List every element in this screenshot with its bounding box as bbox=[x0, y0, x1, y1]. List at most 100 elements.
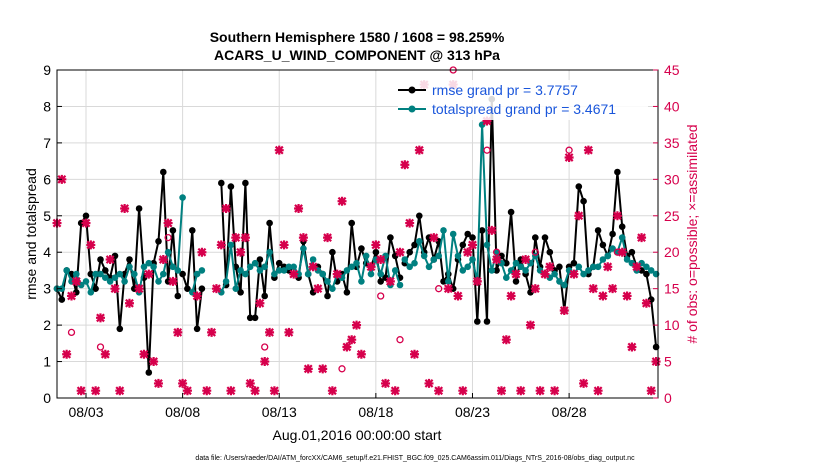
rmse-point bbox=[58, 296, 66, 303]
obs-assimilated-marker bbox=[516, 386, 526, 396]
obs-assimilated-marker bbox=[313, 284, 323, 294]
rmse-point bbox=[82, 212, 90, 220]
legend-box bbox=[398, 80, 648, 120]
y-right-tick-label: 45 bbox=[664, 62, 680, 78]
spread-point bbox=[517, 263, 525, 271]
obs-assimilated-marker bbox=[381, 378, 391, 388]
obs-assimilated-marker bbox=[308, 262, 318, 272]
spread-point bbox=[430, 256, 438, 263]
rmse-point bbox=[507, 208, 515, 216]
spread-point bbox=[401, 256, 409, 263]
obs-assimilated-marker bbox=[525, 320, 535, 330]
y-left-tick-label: 3 bbox=[43, 281, 51, 297]
spread-point bbox=[164, 248, 172, 256]
spread-point bbox=[435, 252, 443, 260]
rmse-point bbox=[169, 227, 177, 234]
rmse-point bbox=[643, 270, 650, 278]
rmse-point bbox=[512, 278, 520, 285]
spread-point bbox=[280, 267, 288, 274]
obs-assimilated-marker bbox=[482, 116, 492, 126]
spread-point bbox=[155, 278, 162, 285]
obs-possible-marker bbox=[435, 285, 443, 293]
spread-point bbox=[647, 267, 655, 274]
obs-assimilated-marker bbox=[207, 327, 217, 337]
rmse-point bbox=[614, 168, 621, 176]
obs-assimilated-marker bbox=[134, 284, 144, 294]
chart-title-line1: Southern Hemisphere 1580 / 1608 = 98.259… bbox=[210, 29, 505, 45]
x-tick-label: 08/23 bbox=[455, 404, 490, 420]
obs-assimilated-marker bbox=[110, 284, 120, 294]
chart-title-line2: ACARS_U_WIND_COMPONENT @ 313 hPa bbox=[214, 47, 500, 63]
spread-point bbox=[160, 270, 167, 278]
obs-assimilated-marker bbox=[284, 327, 294, 337]
obs-assimilated-marker bbox=[192, 291, 202, 301]
spread-point bbox=[609, 245, 616, 252]
spread-point bbox=[295, 270, 302, 278]
spread-point bbox=[358, 278, 365, 285]
rmse-point bbox=[218, 179, 225, 187]
obs-possible-marker bbox=[565, 146, 573, 154]
obs-assimilated-marker bbox=[62, 349, 72, 359]
spread-point bbox=[193, 270, 201, 278]
obs-assimilated-marker bbox=[144, 269, 154, 279]
spread-point bbox=[449, 230, 457, 238]
spread-point bbox=[174, 267, 182, 274]
y-right-tick-label: 20 bbox=[664, 244, 680, 260]
data-file-footer: data file: /Users/raeder/DAI/ATM_forcXX/… bbox=[195, 455, 635, 462]
spread-point bbox=[580, 270, 587, 278]
y-axis-label-right: # of obs: o=possible; ×=assimilated bbox=[684, 124, 700, 343]
rmse-point bbox=[546, 248, 554, 256]
spread-point bbox=[493, 248, 500, 256]
rmse-point bbox=[618, 223, 626, 230]
spread-point bbox=[145, 259, 153, 267]
rmse-point bbox=[246, 314, 254, 322]
obs-assimilated-marker bbox=[86, 240, 96, 250]
spread-point bbox=[116, 270, 124, 278]
rmse-point bbox=[474, 318, 481, 325]
rmse-point bbox=[92, 285, 99, 293]
spread-point bbox=[391, 267, 399, 274]
obs-possible-marker bbox=[67, 328, 76, 337]
obs-possible-marker bbox=[164, 233, 172, 242]
spread-point bbox=[309, 256, 317, 263]
rmse-point bbox=[160, 168, 167, 176]
y-left-tick-label: 6 bbox=[43, 171, 51, 187]
obs-assimilated-marker bbox=[371, 240, 381, 250]
spread-point bbox=[440, 227, 447, 234]
obs-assimilated-marker bbox=[163, 218, 173, 228]
spread-point bbox=[362, 252, 370, 260]
y-left-tick-label: 0 bbox=[43, 390, 51, 406]
rmse-point bbox=[343, 289, 351, 296]
x-tick-label: 08/03 bbox=[68, 404, 103, 420]
rmse-point bbox=[440, 278, 447, 285]
spread-point bbox=[251, 259, 259, 267]
x-tick-label: 08/13 bbox=[262, 404, 297, 420]
obs-assimilated-marker bbox=[318, 364, 328, 374]
obs-possible-marker bbox=[377, 292, 385, 300]
rmse-point bbox=[256, 256, 264, 263]
spread-point bbox=[522, 267, 529, 274]
obs-assimilated-marker bbox=[453, 291, 463, 301]
spread-point bbox=[275, 267, 283, 274]
obs-assimilated-marker bbox=[646, 386, 656, 396]
rmse-point bbox=[324, 292, 331, 300]
spread-point bbox=[179, 194, 186, 201]
obs-assimilated-marker bbox=[583, 145, 593, 155]
obs-assimilated-marker bbox=[327, 386, 337, 396]
x-axis-label: Aug.01,2016 00:00:00 start bbox=[273, 427, 442, 443]
obs-possible-marker bbox=[396, 336, 404, 344]
obs-assimilated-marker bbox=[603, 262, 613, 272]
rmse-point bbox=[580, 197, 587, 205]
obs-assimilated-marker bbox=[202, 386, 212, 396]
rmse-point bbox=[179, 270, 186, 278]
rmse-line bbox=[317, 222, 401, 297]
spread-point bbox=[464, 263, 472, 271]
y-right-tick-label: 35 bbox=[664, 135, 680, 151]
rmse-point bbox=[251, 314, 259, 322]
legend: rmse grand pr = 3.7757 totalspread grand… bbox=[398, 80, 648, 120]
rmse-point bbox=[145, 369, 153, 376]
obs-assimilated-marker bbox=[376, 255, 386, 265]
obs-assimilated-marker bbox=[612, 211, 622, 221]
